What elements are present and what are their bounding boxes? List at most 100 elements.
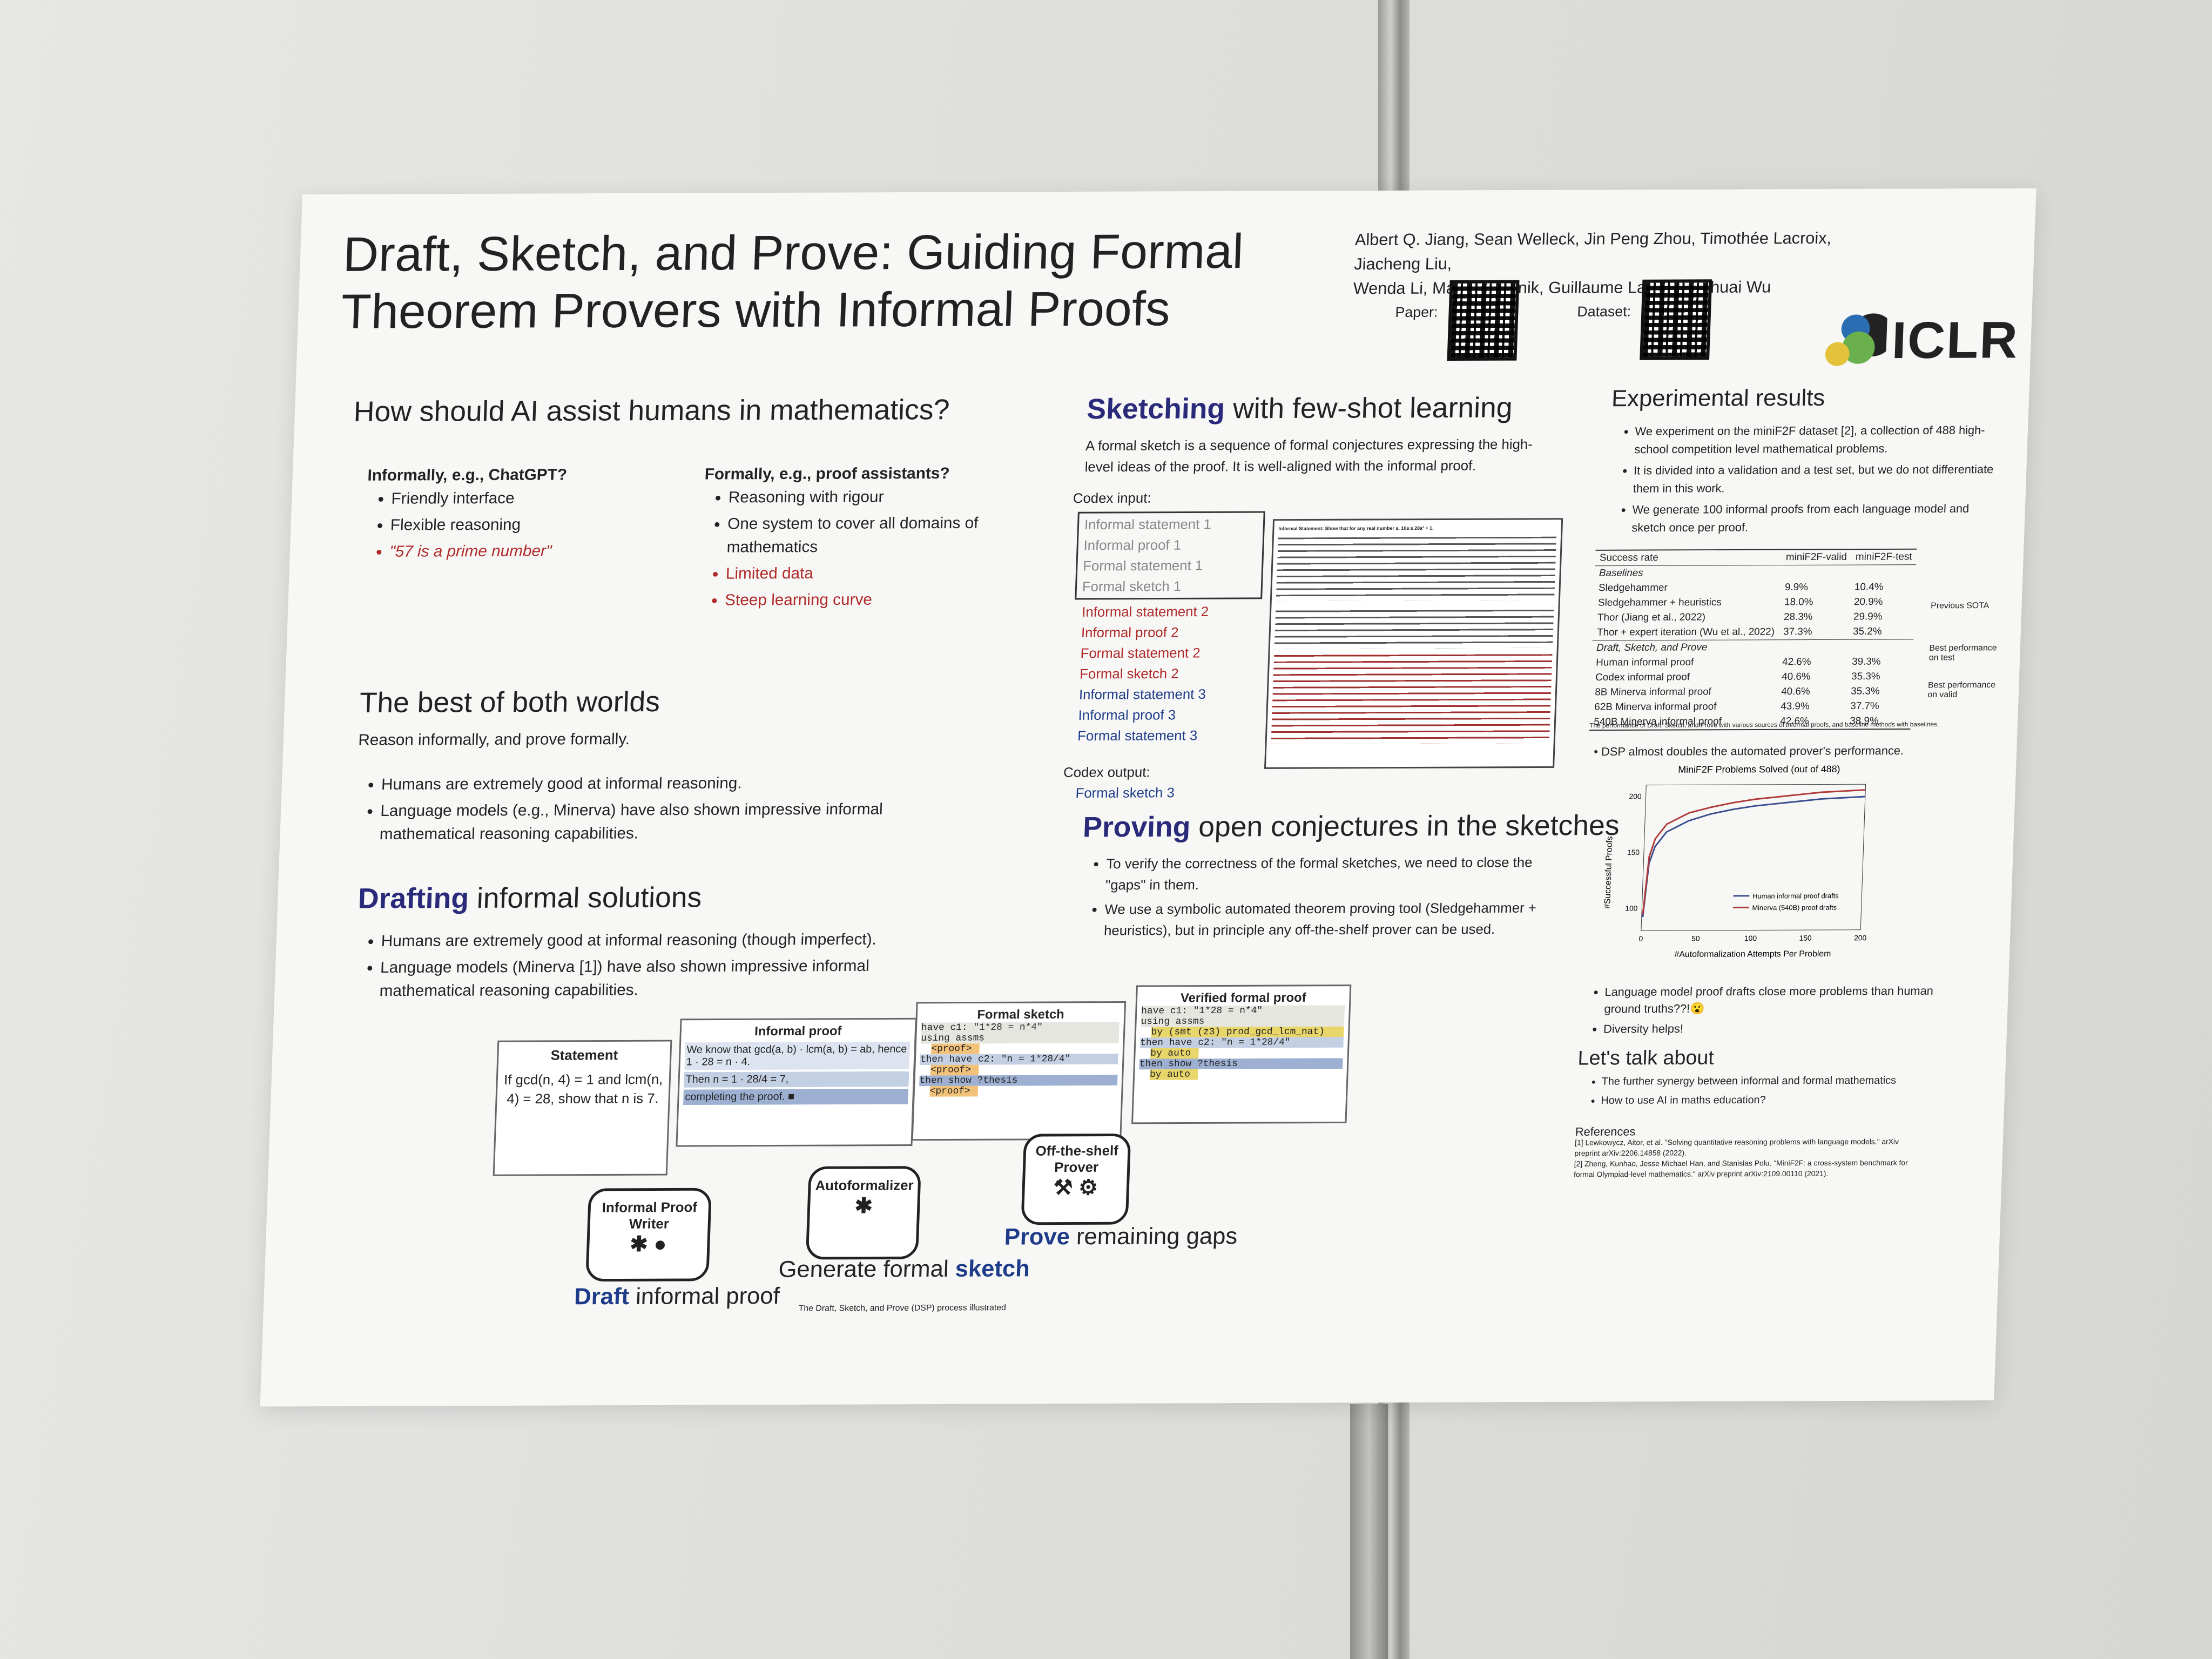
references-heading: References [1575,1124,1636,1138]
paper-qr-code[interactable] [1447,280,1520,361]
references-block: References [1] Lewkowycz, Aitor, et al. … [1574,1125,1918,1179]
dsp-doubles-text: DSP almost doubles the automated prover'… [1601,744,1904,758]
verified-line: then show ?thesis [1139,1058,1343,1070]
y-tick-label: 100 [1625,905,1638,913]
paper-label: Paper: [1395,304,1438,320]
minif2f-chart: MiniF2F Problems Solved (out of 488) #Su… [1603,764,1867,959]
input-item: Informal statement 2 [1081,603,1209,620]
chart-title: MiniF2F Problems Solved (out of 488) [1678,764,1840,775]
verified-proof-box: Verified formal proof have c1: "1*28 = n… [1131,984,1352,1124]
poster: Draft, Sketch, and Prove: Guiding Formal… [260,188,2036,1407]
verified-line: by auto [1150,1048,1199,1059]
proving-heading-bold: Proving [1082,811,1191,844]
step-draft-rest: informal proof [629,1283,780,1310]
x-tick-label: 100 [1744,934,1757,942]
codex-input-label: Codex input: [1073,490,1152,507]
sketching-heading-rest: with few-shot learning [1224,392,1513,425]
best-subtitle: Reason informally, and prove formally. [358,730,630,749]
table-row: Human informal proof 42.6% 39.3% [1595,656,1881,669]
input-item: Formal statement 2 [1080,644,1201,662]
note-best-valid: Best performance on valid [1927,680,1996,700]
y-tick-label: 150 [1627,848,1640,857]
sketch-gap: <proof> [931,1043,980,1055]
informal-writer-node: Informal Proof Writer ✱ ● [585,1188,712,1282]
drafting-heading: Drafting informal solutions [358,881,702,915]
proving-heading: Proving open conjectures in the sketches [1082,809,1620,844]
formal-sketch-box: Formal sketch have c1: "1*28 = n*4" usin… [911,1001,1127,1141]
verified-line: by (smt (z3) prod_gcd_lcm_nat) [1151,1026,1344,1038]
informal-proof-title: Informal proof [754,1024,842,1039]
statement-text: If gcd(n, 4) = 1 and lcm(n, 4) = 28, sho… [503,1071,664,1107]
results-item: We experiment on the miniF2F dataset [2]… [1634,421,1996,458]
table-group-label: Draft, Sketch, and Prove [1596,642,1708,653]
step-sketch-rest: Generate formal [778,1256,956,1283]
title-line-2: Theorem Provers with Informal Proofs [340,281,1171,339]
example-informal-proof [1276,536,1557,602]
informal-proof-line: completing the proof. ■ [683,1089,909,1105]
sketching-heading-bold: Sketching [1086,393,1226,426]
proving-item: We use a symbolic automated theorem prov… [1103,897,1551,941]
drafting-heading-bold: Drafting [358,882,470,915]
results-heading: Experimental results [1611,385,1826,412]
x-tick-label: 0 [1638,935,1643,943]
proving-block: To verify the correctness of the formal … [1079,852,1553,945]
formal-sketch-title: Formal sketch [976,1007,1065,1022]
talk-heading: Let's talk about [1577,1047,1715,1070]
dataset-qr-code[interactable] [1640,279,1712,360]
after-chart-block: Language model proof drafts close more p… [1579,982,1966,1041]
writer-label: Informal Proof Writer [602,1199,698,1232]
sketch-line: then show ?thesis [919,1075,1118,1087]
reference-item: [2] Zheng, Kunhao, Jesse Michael Han, an… [1573,1158,1908,1179]
table-row: 8B Minerva informal proof 40.6% 35.3% [1594,685,1880,698]
verified-line: have c1: "1*28 = n*4" [1141,1005,1345,1017]
drafting-item: Humans are extremely good at informal re… [381,928,946,953]
legend-label: Human informal proof drafts [1752,892,1839,900]
proving-heading-rest: open conjectures in the sketches [1190,809,1620,843]
table-row: Thor + expert iteration (Wu et al., 2022… [1592,624,1914,640]
after-item: Diversity helps! [1603,1020,1965,1038]
sketch-gap: <proof> [929,1085,979,1097]
results-table-wrap: Success rate miniF2F-valid miniF2F-test … [1589,548,1917,731]
sketch-example-box: Informal Statement: Show that for any re… [1264,518,1563,769]
informal-proof-box: Informal proof We know that gcd(a, b) · … [676,1017,917,1147]
drafting-block: Humans are extremely good at informal re… [354,928,946,1006]
sketch-line: then have c2: "n = 1*28/4" [920,1054,1118,1065]
prover-node: Off-the-shelf Prover ⚒ ⚙ [1021,1133,1131,1225]
formal-item: One system to cover all domains of mathe… [726,511,1003,559]
input-item: Informal proof 1 [1083,537,1182,554]
authors-line-1: Albert Q. Jiang, Sean Welleck, Jin Peng … [1353,228,1832,273]
codex-output-label: Codex output: [1063,764,1151,780]
input-item: Informal statement 3 [1078,686,1206,703]
sketching-description: A formal sketch is a sequence of formal … [1084,436,1533,475]
after-item: Language model proof drafts close more p… [1604,982,1966,1017]
authors-line-2: Wenda Li, Mateja Jamnik, Guillaume Lampl… [1353,277,1771,298]
informal-block: Informally, e.g., ChatGPT? Friendly inte… [365,463,668,567]
chart-frame [1641,784,1866,931]
reference-item: [1] Lewkowycz, Aitor, et al. "Solving qu… [1574,1137,1899,1158]
step-sketch-label: Generate formal sketch [778,1256,1030,1283]
input-item: Informal proof 2 [1081,624,1179,640]
input-item: Informal proof 3 [1078,706,1176,723]
formal-block: Formally, e.g., proof assistants? Reason… [700,462,1005,615]
authors: Albert Q. Jiang, Sean Welleck, Jin Peng … [1353,226,1891,301]
best-item: Humans are extremely good at informal re… [381,771,946,797]
best-heading: The best of both worlds [359,686,661,719]
pipeline-caption: The Draft, Sketch, and Prove (DSP) proce… [798,1303,1007,1313]
statement-box: Statement If gcd(n, 4) = 1 and lcm(n, 4)… [493,1040,672,1176]
wall-pole-lower [1350,1404,1388,1659]
table-row: 62B Minerva informal proof 43.9% 37.7% [1594,700,1880,713]
brain-network-icon: ✱ ● [629,1232,667,1256]
note-best-test: Best performance on test [1928,643,1997,663]
informal-title: Informally, e.g., ChatGPT? [367,466,568,484]
codex-input: Codex input: Informal statement 1 Inform… [1062,487,1266,803]
table-header-cell: miniF2F-test [1855,551,1912,563]
sketch-line: have c1: "1*28 = n*4" [921,1022,1120,1034]
example-formal-statement [1274,605,1554,649]
note-previous-sota: Previous SOTA [1930,601,1990,611]
input-item: Formal statement 3 [1077,727,1198,744]
y-tick-label: 200 [1629,792,1642,800]
chart-plot-area: 0 50 100 150 200 100 150 200 Human informal proo… [1625,784,1867,943]
input-item: Formal sketch 1 [1082,578,1182,595]
chart-ylabel: #Successful Proofs [1603,836,1615,908]
results-block: We experiment on the miniF2F dataset [2]… [1607,421,1996,540]
